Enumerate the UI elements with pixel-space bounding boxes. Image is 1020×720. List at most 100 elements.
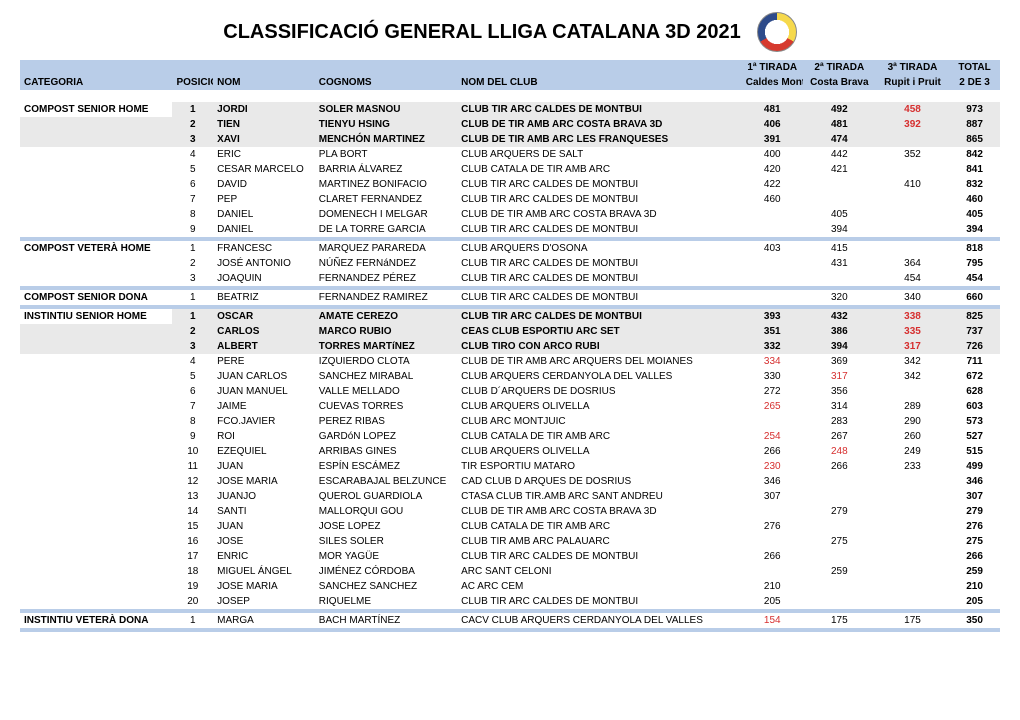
cognoms-cell: MARQUEZ PARAREDA xyxy=(315,241,457,256)
table-row: 5JUAN CARLOSSANCHEZ MIRABALCLUB ARQUERS … xyxy=(20,369,1000,384)
club-cell: CLUB TIR ARC CALDES DE MONTBUI xyxy=(457,271,742,286)
hdr-total: TOTAL xyxy=(949,60,1000,75)
t3-cell xyxy=(876,564,949,579)
total-cell: 628 xyxy=(949,384,1000,399)
nom-cell: JUAN xyxy=(213,459,315,474)
club-cell: CLUB TIR ARC CALDES DE MONTBUI xyxy=(457,102,742,117)
pos-cell: 2 xyxy=(172,324,213,339)
nom-cell: CARLOS xyxy=(213,324,315,339)
t1-cell: 460 xyxy=(742,192,803,207)
nom-cell: BEATRIZ xyxy=(213,290,315,305)
t1-cell xyxy=(742,504,803,519)
t3-cell: 335 xyxy=(876,324,949,339)
club-cell: TIR ESPORTIU MATARO xyxy=(457,459,742,474)
pos-cell: 9 xyxy=(172,222,213,237)
t1-cell xyxy=(742,271,803,286)
t3-cell xyxy=(876,519,949,534)
pos-cell: 1 xyxy=(172,241,213,256)
pos-cell: 7 xyxy=(172,399,213,414)
t1-cell xyxy=(742,256,803,271)
nom-cell: DAVID xyxy=(213,177,315,192)
cognoms-cell: FERNANDEZ RAMIREZ xyxy=(315,290,457,305)
t3-cell: 364 xyxy=(876,256,949,271)
pos-cell: 19 xyxy=(172,579,213,594)
hdr-nomclub: NOM DEL CLUB xyxy=(457,75,742,90)
t2-cell xyxy=(803,271,876,286)
pos-cell: 10 xyxy=(172,444,213,459)
t2-cell: 175 xyxy=(803,613,876,628)
table-row: 5CESAR MARCELOBARRIA ÁLVAREZCLUB CATALA … xyxy=(20,162,1000,177)
table-row: 15JUANJOSE LOPEZCLUB CATALA DE TIR AMB A… xyxy=(20,519,1000,534)
t2-cell: 394 xyxy=(803,339,876,354)
separator xyxy=(20,90,1000,102)
club-cell: CLUB D´ARQUERS DE DOSRIUS xyxy=(457,384,742,399)
t2-cell: 369 xyxy=(803,354,876,369)
t2-cell: 415 xyxy=(803,241,876,256)
cognoms-cell: JIMÉNEZ CÓRDOBA xyxy=(315,564,457,579)
cognoms-cell: MENCHÓN MARTINEZ xyxy=(315,132,457,147)
club-cell: CLUB TIR AMB ARC PALAUARC xyxy=(457,534,742,549)
pos-cell: 6 xyxy=(172,177,213,192)
club-cell: CLUB ARQUERS OLIVELLA xyxy=(457,399,742,414)
total-cell: 818 xyxy=(949,241,1000,256)
total-cell: 737 xyxy=(949,324,1000,339)
cognoms-cell: SANCHEZ MIRABAL xyxy=(315,369,457,384)
t2-cell xyxy=(803,579,876,594)
total-cell: 275 xyxy=(949,534,1000,549)
pos-cell: 1 xyxy=(172,613,213,628)
t1-cell: 346 xyxy=(742,474,803,489)
nom-cell: FRANCESC xyxy=(213,241,315,256)
cognoms-cell: BACH MARTÍNEZ xyxy=(315,613,457,628)
cognoms-cell: MALLORQUI GOU xyxy=(315,504,457,519)
table-row: 14SANTIMALLORQUI GOUCLUB DE TIR AMB ARC … xyxy=(20,504,1000,519)
table-row: COMPOST SENIOR HOME1JORDISOLER MASNOUCLU… xyxy=(20,102,1000,117)
t1-cell: 422 xyxy=(742,177,803,192)
cognoms-cell: JOSE LOPEZ xyxy=(315,519,457,534)
club-cell: AC ARC CEM xyxy=(457,579,742,594)
cognoms-cell: TIENYU HSING xyxy=(315,117,457,132)
club-cell: CLUB CATALA DE TIR AMB ARC xyxy=(457,429,742,444)
club-cell: CLUB ARQUERS OLIVELLA xyxy=(457,444,742,459)
nom-cell: ERIC xyxy=(213,147,315,162)
club-cell: CLUB TIR ARC CALDES DE MONTBUI xyxy=(457,256,742,271)
table-row: COMPOST VETERÀ HOME1FRANCESCMARQUEZ PARA… xyxy=(20,241,1000,256)
club-cell: ARC SANT CELONI xyxy=(457,564,742,579)
t2-cell: 492 xyxy=(803,102,876,117)
t3-cell: 289 xyxy=(876,399,949,414)
nom-cell: JUAN CARLOS xyxy=(213,369,315,384)
table-row: INSTINTIU VETERÀ DONA1MARGABACH MARTÍNEZ… xyxy=(20,613,1000,628)
cognoms-cell: ESPÍN ESCÁMEZ xyxy=(315,459,457,474)
t3-cell xyxy=(876,474,949,489)
t2-cell: 474 xyxy=(803,132,876,147)
nom-cell: JOSE MARIA xyxy=(213,579,315,594)
t1-cell: 230 xyxy=(742,459,803,474)
t1-cell: 420 xyxy=(742,162,803,177)
nom-cell: JOSEP xyxy=(213,594,315,609)
t1-cell xyxy=(742,222,803,237)
t3-cell xyxy=(876,534,949,549)
club-cell: CLUB TIR ARC CALDES DE MONTBUI xyxy=(457,290,742,305)
t2-cell: 314 xyxy=(803,399,876,414)
table-row: 12JOSE MARIAESCARABAJAL BELZUNCECAD CLUB… xyxy=(20,474,1000,489)
t3-cell xyxy=(876,207,949,222)
nom-cell: PERE xyxy=(213,354,315,369)
nom-cell: DANIEL xyxy=(213,222,315,237)
t2-cell xyxy=(803,192,876,207)
t1-cell: 330 xyxy=(742,369,803,384)
t2-cell xyxy=(803,489,876,504)
pos-cell: 13 xyxy=(172,489,213,504)
club-cell: CLUB CATALA DE TIR AMB ARC xyxy=(457,519,742,534)
total-cell: 726 xyxy=(949,339,1000,354)
t3-cell: 249 xyxy=(876,444,949,459)
cognoms-cell: MARTINEZ BONIFACIO xyxy=(315,177,457,192)
table-row: COMPOST SENIOR DONA1BEATRIZFERNANDEZ RAM… xyxy=(20,290,1000,305)
pos-cell: 9 xyxy=(172,429,213,444)
t2-cell xyxy=(803,519,876,534)
pos-cell: 17 xyxy=(172,549,213,564)
t1-cell: 266 xyxy=(742,444,803,459)
t3-cell xyxy=(876,504,949,519)
table-row: 2TIENTIENYU HSINGCLUB DE TIR AMB ARC COS… xyxy=(20,117,1000,132)
t3-cell: 340 xyxy=(876,290,949,305)
cognoms-cell: MOR YAGÜE xyxy=(315,549,457,564)
table-row: 10EZEQUIELARRIBAS GINESCLUB ARQUERS OLIV… xyxy=(20,444,1000,459)
